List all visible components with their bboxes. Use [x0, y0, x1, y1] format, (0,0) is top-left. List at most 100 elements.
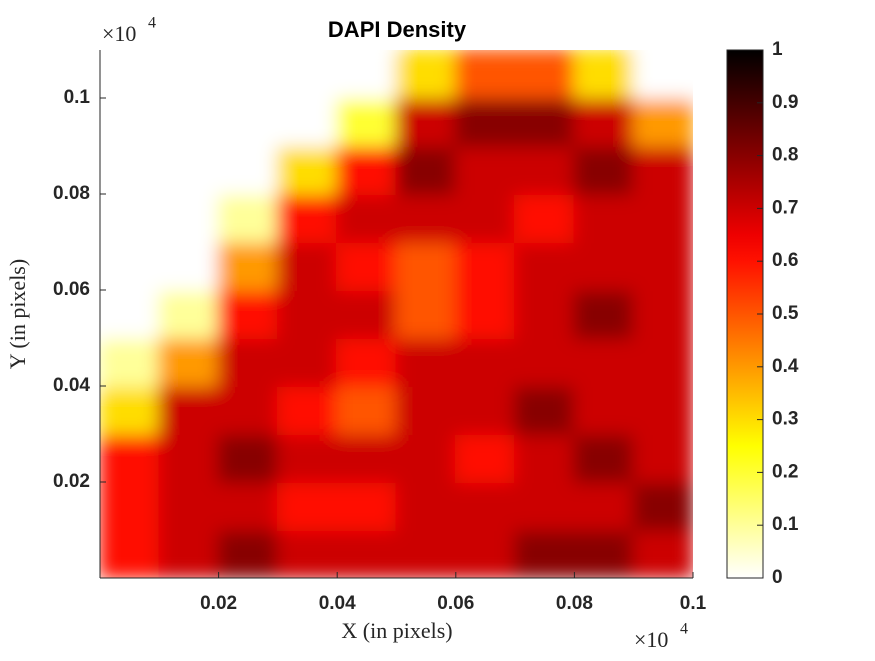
colorbar-tick-label: 0.7: [772, 197, 798, 218]
y-multiplier-power: 4: [148, 15, 156, 32]
heatmap-cell: [158, 529, 220, 578]
heatmap-cell: [276, 193, 339, 243]
heatmap-cell: [395, 433, 457, 483]
heatmap-cell: [454, 337, 517, 387]
heatmap-cell: [573, 241, 635, 291]
heatmap-cell: [632, 145, 693, 195]
heatmap-cell: [217, 529, 279, 578]
heatmap-cell: [158, 145, 220, 195]
heatmap-cell: [158, 241, 220, 291]
colorbar-tick-label: 0.8: [772, 145, 798, 166]
heatmap-cell: [395, 97, 457, 147]
heatmap-cell: [632, 50, 693, 99]
heatmap-cell: [217, 241, 279, 291]
heatmap-cell: [454, 289, 517, 339]
heatmap-cell: [217, 289, 279, 339]
y-multiplier: ×10: [102, 21, 136, 46]
heatmap-cell: [336, 337, 398, 387]
heatmap-cell: [514, 97, 576, 147]
heatmap-cell: [217, 433, 279, 483]
x-tick-label: 0.1: [680, 593, 707, 614]
heatmap-cell: [514, 145, 576, 195]
heatmap-cell: [395, 241, 457, 291]
heatmap-cell: [632, 433, 693, 483]
heatmap-cell: [158, 289, 220, 339]
heatmap-cell: [514, 241, 576, 291]
x-multiplier: ×10: [634, 627, 668, 652]
heatmap-cell: [573, 50, 635, 99]
heatmap-cell: [514, 50, 576, 99]
heatmap-cell: [514, 337, 576, 387]
heatmap-cell: [158, 97, 220, 147]
heatmap-cell: [514, 385, 576, 435]
heatmap-cell: [276, 241, 339, 291]
heatmap-cell: [217, 337, 279, 387]
colorbar-tick-label: 0.4: [772, 356, 799, 377]
heatmap-cell: [100, 97, 161, 147]
heatmap-cell: [336, 145, 398, 195]
heatmap-cell: [454, 50, 517, 99]
heatmap-cell: [454, 97, 517, 147]
heatmap-cell: [336, 97, 398, 147]
heatmap-cell: [573, 145, 635, 195]
heatmap-cell: [395, 337, 457, 387]
heatmap-cell: [573, 433, 635, 483]
heatmap-cell: [100, 145, 161, 195]
heatmap-cell: [395, 481, 457, 531]
heatmap-cell: [276, 529, 339, 578]
x-tick-label: 0.06: [437, 593, 474, 614]
heatmap-cell: [573, 385, 635, 435]
heatmap-cell: [573, 337, 635, 387]
heatmap-cell: [454, 481, 517, 531]
heatmap-cell: [100, 385, 161, 435]
colorbar-tick-label: 1: [772, 39, 783, 60]
heatmap-cell: [100, 433, 161, 483]
heatmap-cell: [100, 241, 161, 291]
heatmap-cell: [514, 193, 576, 243]
x-tick-label: 0.04: [319, 593, 356, 614]
chart-title: DAPI Density: [328, 17, 467, 42]
x-multiplier-power: 4: [680, 621, 688, 638]
heatmap-cell: [395, 193, 457, 243]
heatmap-cell: [336, 289, 398, 339]
heatmap-cell: [100, 50, 161, 99]
colorbar-tick-label: 0.2: [772, 461, 798, 482]
y-tick-label: 0.08: [53, 183, 90, 204]
heatmap-cell: [100, 337, 161, 387]
heatmap-cell: [158, 50, 220, 99]
x-tick-label: 0.02: [200, 593, 237, 614]
heatmap-cell: [395, 289, 457, 339]
heatmap-cell: [336, 481, 398, 531]
heatmap-cell: [573, 481, 635, 531]
heatmap-cell: [336, 241, 398, 291]
heatmap-cell: [276, 481, 339, 531]
heatmap-cell: [573, 97, 635, 147]
y-tick-label: 0.06: [53, 279, 90, 300]
heatmap-cell: [158, 385, 220, 435]
heatmap-cell: [395, 145, 457, 195]
heatmap-cell: [514, 433, 576, 483]
heatmap-cell: [100, 193, 161, 243]
heatmap-cell: [336, 50, 398, 99]
heatmap-cell: [632, 289, 693, 339]
heatmap-cell: [573, 289, 635, 339]
heatmap-cell: [454, 145, 517, 195]
heatmap-cell: [632, 97, 693, 147]
heatmap-cell: [632, 385, 693, 435]
heatmap-cell: [276, 337, 339, 387]
colorbar-tick-label: 0.6: [772, 250, 798, 271]
y-tick-label: 0.04: [53, 375, 90, 396]
heatmap-cell: [158, 193, 220, 243]
heatmap-cell: [573, 193, 635, 243]
heatmap-cell: [573, 529, 635, 578]
y-tick-label: 0.1: [64, 87, 91, 108]
heatmap-cell: [514, 289, 576, 339]
colorbar-tick-label: 0.9: [772, 92, 798, 113]
heatmap-cell: [276, 433, 339, 483]
heatmap-cell: [217, 193, 279, 243]
heatmap-cell: [217, 50, 279, 99]
heatmap-cell: [395, 50, 457, 99]
heatmap-cell: [632, 337, 693, 387]
heatmap-cell: [632, 481, 693, 531]
